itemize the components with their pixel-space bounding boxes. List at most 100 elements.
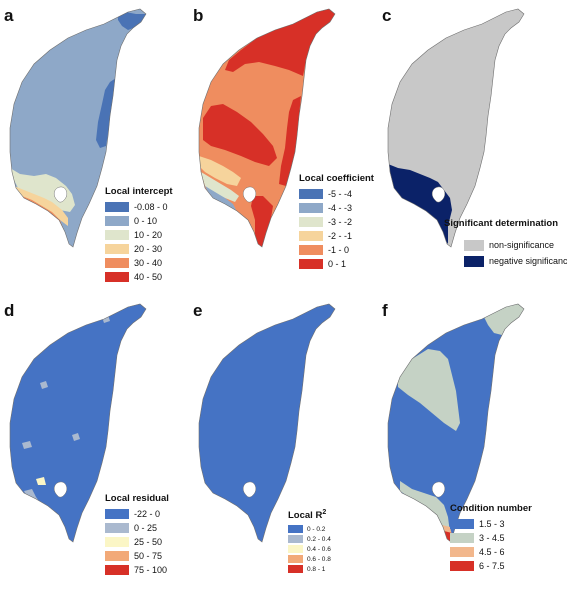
legend-label: 1.5 - 3 bbox=[479, 519, 505, 529]
legend-swatch bbox=[105, 230, 129, 240]
legend-label: 0.2 - 0.4 bbox=[307, 535, 331, 543]
legend-item: 4.5 - 6 bbox=[450, 545, 532, 559]
region-group-b bbox=[199, 9, 335, 247]
legend-item: -5 - -4 bbox=[299, 187, 374, 201]
legend-swatch bbox=[288, 565, 303, 574]
region-c-southwest bbox=[388, 164, 452, 244]
legend-swatch bbox=[288, 525, 303, 534]
region-b-central-west bbox=[203, 104, 277, 166]
region-group-e bbox=[201, 501, 219, 523]
island-outline-a bbox=[9, 8, 147, 248]
legend-swatch bbox=[105, 202, 129, 212]
legend-item: 10 - 20 bbox=[105, 228, 173, 242]
legend-swatch bbox=[288, 535, 303, 544]
legend-item: -1 - 0 bbox=[299, 243, 374, 257]
region-b-south-central bbox=[251, 196, 273, 247]
panel-b: b Local coefficient -5 - -4 -4 - -3 -3 - -… bbox=[189, 0, 378, 295]
legend-title-c: Significant determination bbox=[444, 218, 559, 229]
legend-swatch bbox=[105, 244, 129, 254]
legend-title-b: Local coefficient bbox=[299, 173, 374, 184]
legend-swatch bbox=[288, 555, 303, 564]
legend-e: Local R2 0 - 0.2 0.2 - 0.4 0.4 - 0.6 0.6 - … bbox=[288, 509, 331, 574]
legend-swatch bbox=[105, 565, 129, 575]
legend-label: 3 - 4.5 bbox=[479, 533, 505, 543]
legend-title-d: Local residual bbox=[105, 493, 169, 504]
legend-label: 30 - 40 bbox=[134, 258, 163, 268]
legend-swatch bbox=[450, 561, 474, 571]
legend-swatch bbox=[105, 258, 129, 268]
map-b bbox=[198, 8, 336, 248]
legend-item: 50 - 75 bbox=[105, 549, 169, 563]
legend-item: 0.8 - 1 bbox=[288, 564, 331, 574]
legend-label: non-significance bbox=[489, 240, 555, 250]
legend-item: 75 - 100 bbox=[105, 563, 169, 577]
legend-item: 3 - 4.5 bbox=[450, 531, 532, 545]
legend-label: 20 - 30 bbox=[134, 244, 163, 254]
legend-swatch bbox=[105, 216, 129, 226]
legend-label: 0 - 10 bbox=[134, 216, 158, 226]
region-e-sw-small-2 bbox=[205, 507, 213, 517]
legend-swatch bbox=[464, 255, 484, 267]
legend-item: 0 - 25 bbox=[105, 521, 169, 535]
legend-title-a: Local intercept bbox=[105, 186, 173, 197]
island-outline-c bbox=[387, 8, 525, 248]
panel-label-a: a bbox=[4, 6, 14, 25]
region-a-east-strip bbox=[96, 78, 116, 148]
legend-swatch bbox=[105, 523, 129, 533]
legend-item: 25 - 50 bbox=[105, 535, 169, 549]
legend-label: 50 - 75 bbox=[134, 551, 163, 561]
legend-item: 6 - 7.5 bbox=[450, 559, 532, 573]
legend-label: 40 - 50 bbox=[134, 272, 163, 282]
legend-item: -2 - -1 bbox=[299, 229, 374, 243]
island-base-e bbox=[199, 304, 335, 542]
legend-item: non-significance bbox=[464, 237, 567, 253]
region-group-c bbox=[388, 164, 452, 244]
legend-swatch bbox=[105, 509, 129, 519]
legend-item: 0 - 10 bbox=[105, 214, 173, 228]
legend-swatch bbox=[299, 203, 323, 213]
region-b-north bbox=[225, 9, 335, 76]
legend-item: -4 - -3 bbox=[299, 201, 374, 215]
legend-c: Significant determination non-significan… bbox=[444, 218, 567, 269]
legend-f: Condition number 1.5 - 3 3 - 4.5 4.5 - 6 6 … bbox=[450, 503, 532, 573]
legend-item: 0.2 - 0.4 bbox=[288, 534, 331, 544]
lake-hole-c bbox=[431, 186, 446, 203]
panel-d: d Local residual -22 - 0 0 - 25 25 - 50 50 … bbox=[0, 295, 189, 590]
lake-hole-f bbox=[431, 481, 446, 498]
region-e-sw-small-1 bbox=[201, 501, 219, 523]
legend-label: -1 - 0 bbox=[328, 245, 350, 255]
legend-label: -3 - -2 bbox=[328, 217, 353, 227]
legend-a: Local intercept -0.08 - 0 0 - 10 10 - 20 20… bbox=[105, 186, 173, 284]
legend-swatch bbox=[299, 189, 323, 199]
legend-item: 0.6 - 0.8 bbox=[288, 554, 331, 564]
legend-swatch bbox=[299, 217, 323, 227]
legend-label: 10 - 20 bbox=[134, 230, 163, 240]
legend-label: -4 - -3 bbox=[328, 203, 353, 213]
legend-item: 40 - 50 bbox=[105, 270, 173, 284]
legend-swatch bbox=[105, 551, 129, 561]
legend-label: -2 - -1 bbox=[328, 231, 353, 241]
panel-c: c Significant determination non-signific… bbox=[378, 0, 567, 295]
legend-item: 20 - 30 bbox=[105, 242, 173, 256]
island-base-c bbox=[388, 9, 524, 247]
legend-d: Local residual -22 - 0 0 - 25 25 - 50 50 - … bbox=[105, 493, 169, 577]
legend-label: -22 - 0 bbox=[134, 509, 161, 519]
lake-hole-b bbox=[242, 186, 257, 203]
legend-swatch bbox=[299, 231, 323, 241]
legend-label: 6 - 7.5 bbox=[479, 561, 505, 571]
legend-item: 0.4 - 0.6 bbox=[288, 544, 331, 554]
legend-label: 0.4 - 0.6 bbox=[307, 545, 331, 553]
legend-title-f: Condition number bbox=[450, 503, 532, 514]
region-b-east-mid bbox=[279, 96, 301, 186]
region-d-patch-4 bbox=[72, 433, 80, 441]
legend-item: negative significance bbox=[464, 253, 567, 269]
region-f-nw-block bbox=[398, 349, 460, 431]
region-b-sw-band-2 bbox=[201, 172, 239, 202]
panel-label-b: b bbox=[193, 6, 204, 25]
legend-item: 1.5 - 3 bbox=[450, 517, 532, 531]
legend-label: 0.6 - 0.8 bbox=[307, 555, 331, 563]
panel-label-e: e bbox=[193, 301, 203, 320]
island-outline-b bbox=[198, 8, 336, 248]
panel-label-c: c bbox=[382, 6, 392, 25]
panel-label-f: f bbox=[382, 301, 388, 320]
